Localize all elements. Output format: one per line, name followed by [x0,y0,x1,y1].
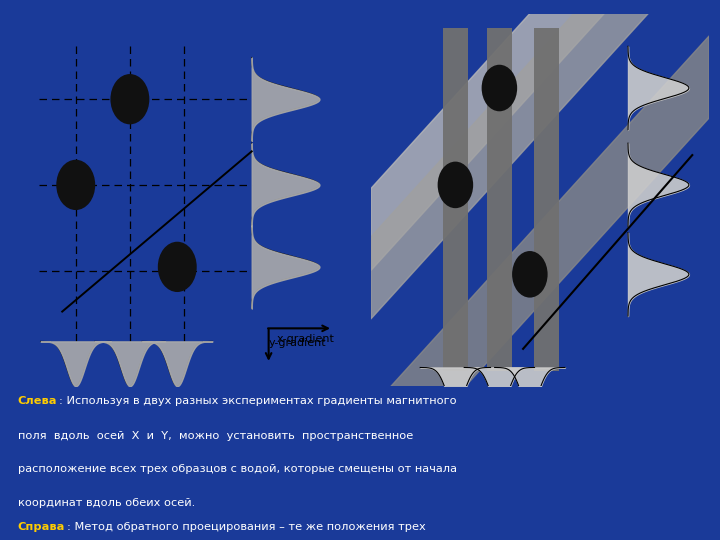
Text: x-gradient: x-gradient [277,334,335,344]
Ellipse shape [438,161,473,208]
Ellipse shape [56,160,95,210]
Text: Слева: Слева [18,396,58,407]
Polygon shape [371,0,709,319]
Text: : Метод обратного проецирования – те же положения трех: : Метод обратного проецирования – те же … [67,522,426,532]
Text: : Используя в двух разных экспериментах градиенты магнитного: : Используя в двух разных экспериментах … [59,396,457,407]
Ellipse shape [110,74,149,124]
Bar [487,29,512,371]
Ellipse shape [158,242,197,292]
Polygon shape [371,0,709,271]
Text: расположение всех трех образцов с водой, которые смещены от начала: расположение всех трех образцов с водой,… [18,464,456,475]
Text: y-gradient: y-gradient [269,338,326,348]
Text: поля  вдоль  осей  X  и  Y,  можно  установить  пространственное: поля вдоль осей X и Y, можно установить … [18,431,413,441]
Bar [534,29,559,371]
Ellipse shape [512,251,548,298]
Text: Справа: Справа [18,522,65,532]
Polygon shape [371,36,709,490]
Bar [443,29,468,371]
Text: координат вдоль обеих осей.: координат вдоль обеих осей. [18,498,195,508]
Ellipse shape [482,65,517,111]
